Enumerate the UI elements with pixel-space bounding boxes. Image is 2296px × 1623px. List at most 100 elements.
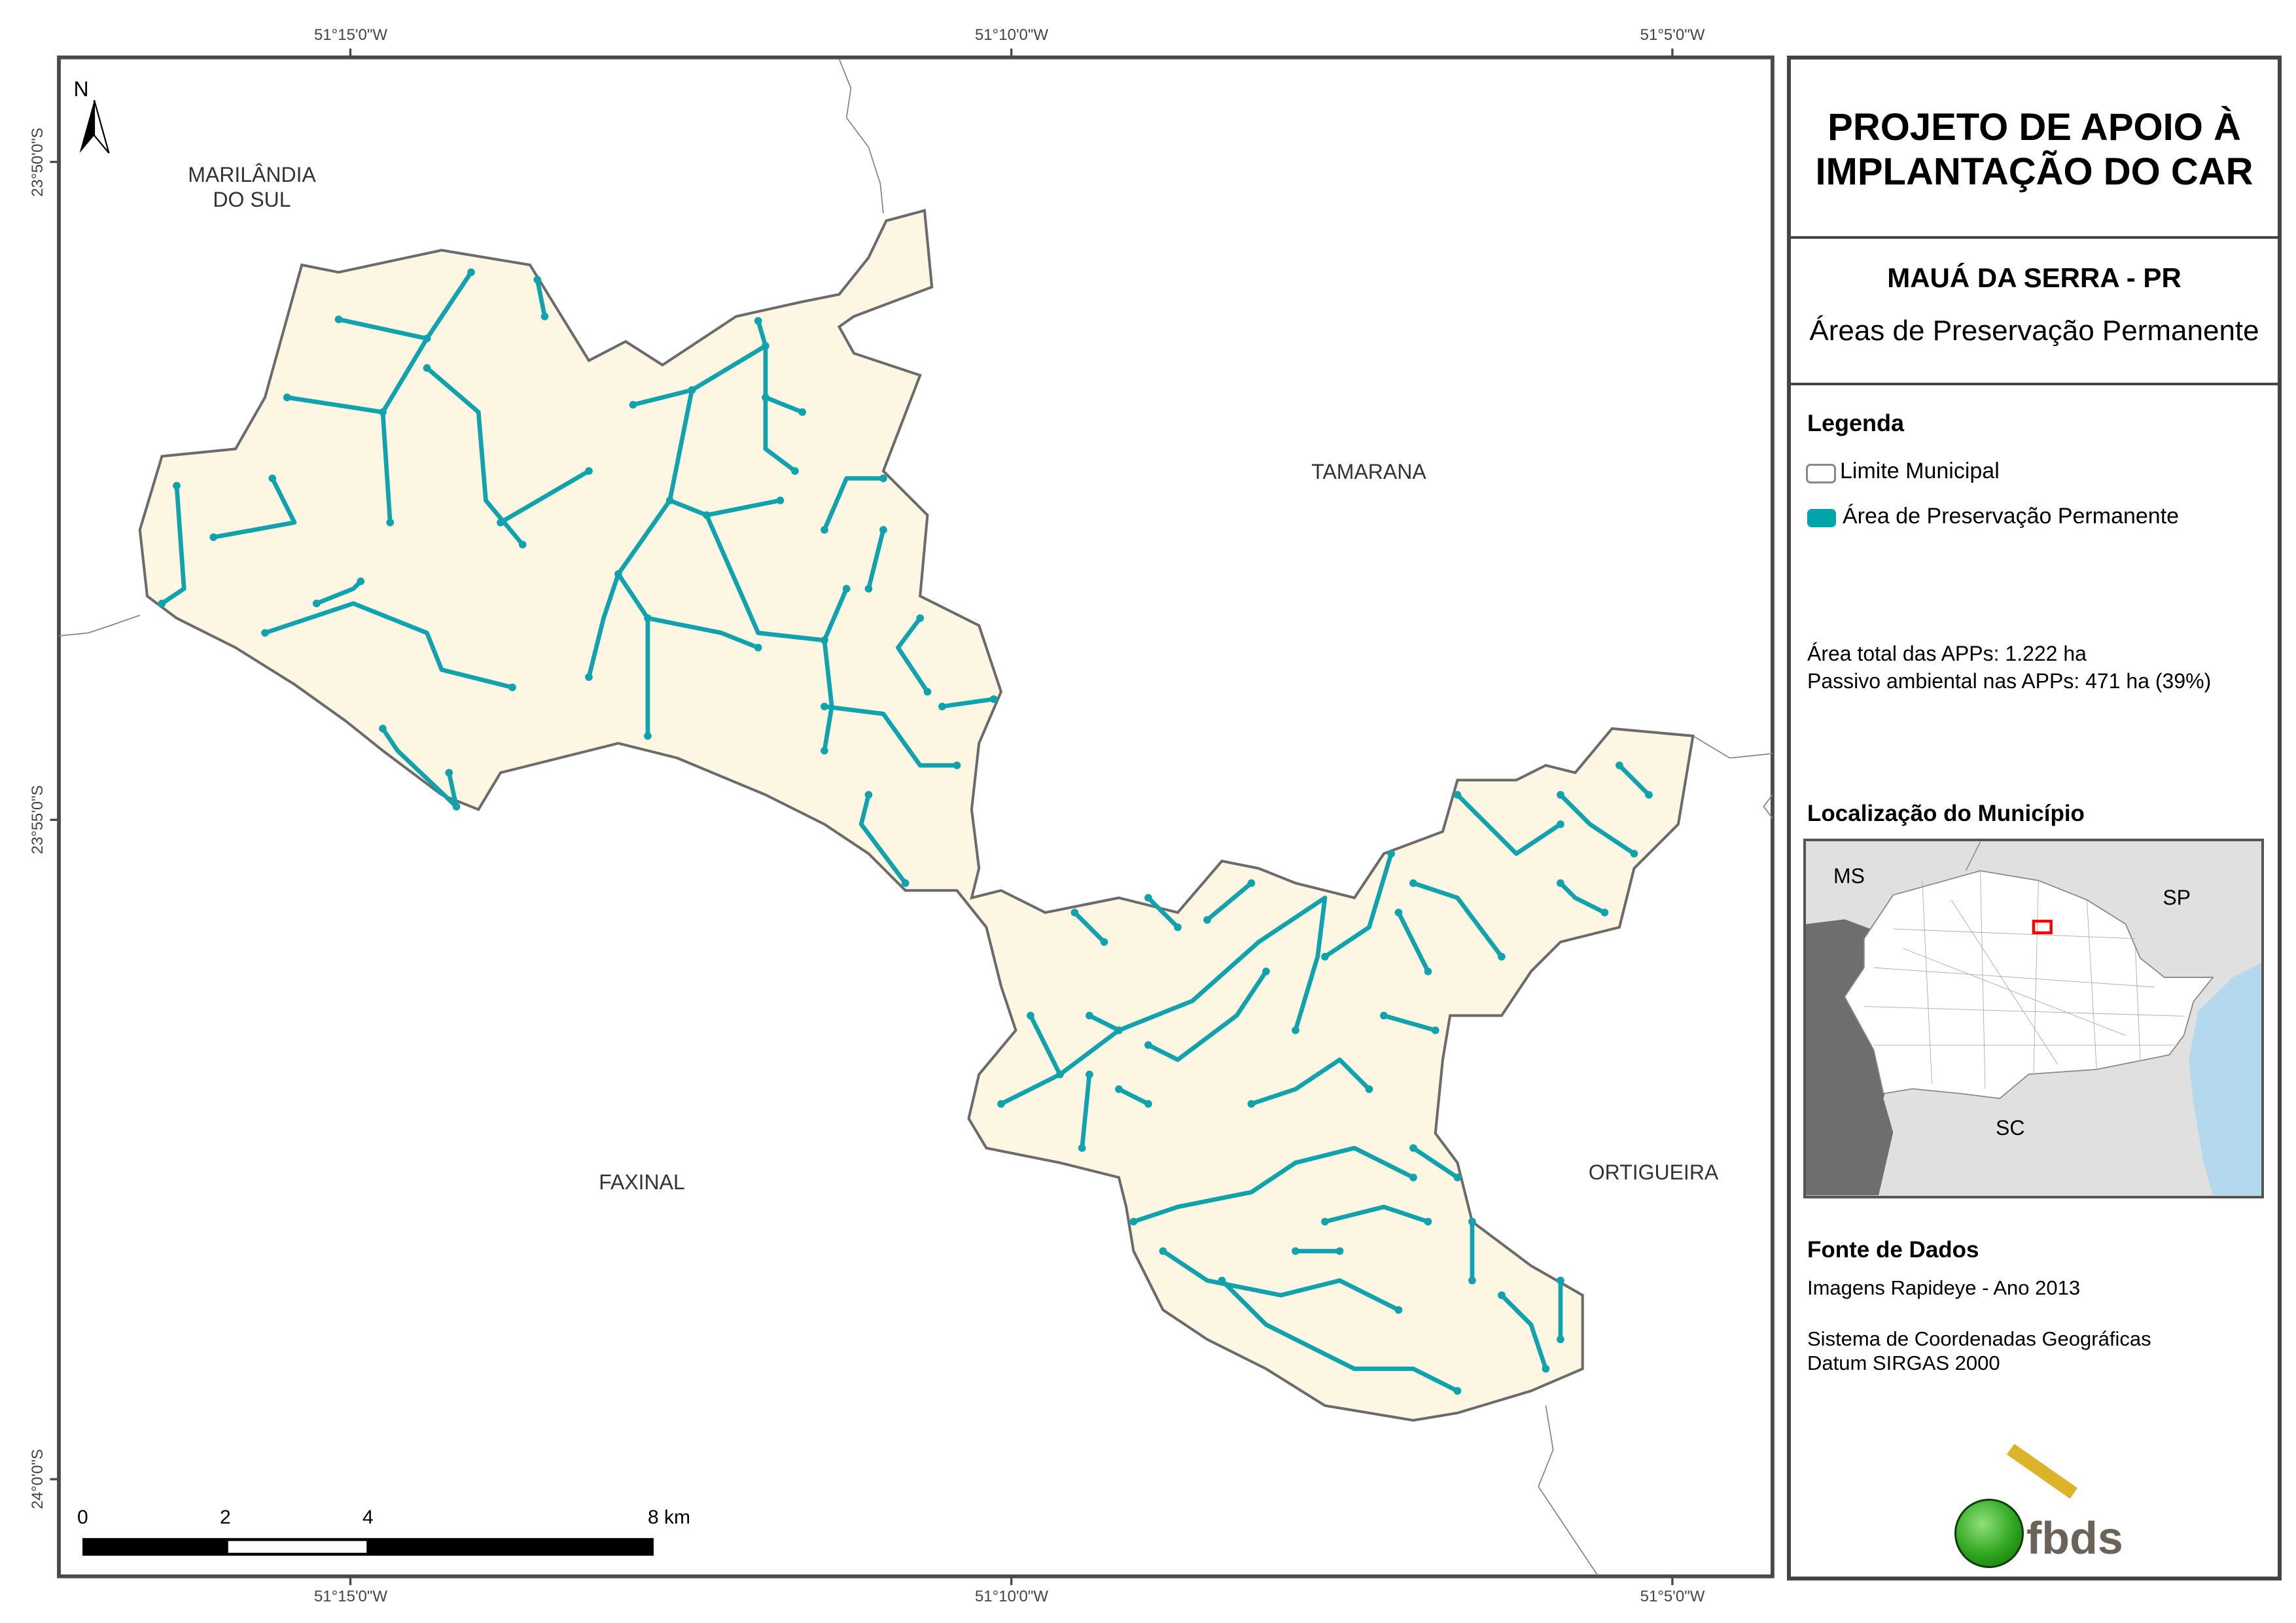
stream-endpoint (585, 467, 593, 475)
stream-endpoint (312, 599, 321, 608)
place-label-tamarana: TAMARANA (1311, 460, 1426, 483)
app-stream (1220, 1278, 1460, 1393)
stream-endpoint (916, 614, 925, 622)
app-stream (858, 792, 908, 886)
source-line: Imagens Rapideye - Ano 2013 (1807, 1276, 2081, 1299)
stream-endpoint (1424, 968, 1432, 975)
stream-endpoint (1453, 791, 1462, 799)
inset-municipal-lines (1863, 871, 2184, 1089)
stream-endpoint (1498, 952, 1506, 961)
stream-endpoint (1086, 1070, 1093, 1079)
logo-circle-icon (1954, 1499, 2024, 1568)
stream-endpoint (1542, 1365, 1550, 1373)
legend-swatch-boundary (1806, 464, 1836, 483)
scale-label: 0 (77, 1507, 88, 1528)
info-panel: PROJETO DE APOIO À IMPLANTAÇÃO DO CAR MA… (1787, 56, 2282, 1580)
stream-endpoint (1115, 1085, 1123, 1093)
stream-endpoint (1144, 1041, 1152, 1049)
app-stream (1116, 1087, 1151, 1106)
stream-endpoint (1409, 879, 1417, 887)
stream-endpoint (754, 644, 762, 652)
north-label: N (73, 77, 89, 101)
stream-endpoint (386, 518, 395, 527)
app-stream (1146, 896, 1180, 930)
app-stream (896, 616, 930, 694)
app-stream (631, 387, 694, 408)
app-stream (1617, 763, 1651, 797)
graticule-label-left: 23°50'0"S (29, 128, 46, 197)
place-label-line: MARILÂNDIA (188, 163, 316, 186)
stream-endpoint (1498, 1291, 1506, 1299)
stream-endpoint (1078, 1144, 1086, 1152)
app-stream (1080, 1072, 1092, 1151)
app-stream (1322, 1204, 1430, 1224)
place-label-faxinal: FAXINAL (599, 1170, 685, 1194)
stream-endpoint (1387, 850, 1396, 858)
stream-endpoint (665, 497, 674, 504)
app-stream (1249, 1057, 1371, 1106)
legend-item-label: Limite Municipal (1840, 459, 2000, 483)
app-stream (704, 498, 783, 517)
stream-endpoint (379, 724, 387, 733)
stream-endpoint (938, 703, 946, 710)
stream-endpoint (1431, 1026, 1439, 1034)
map-subtitle: Áreas de Preservação Permanente (1809, 315, 2259, 347)
project-title: PROJETO DE APOIO À IMPLANTAÇÃO DO CAR (1791, 105, 2278, 194)
stream-endpoint (762, 393, 769, 402)
app-stream (822, 704, 959, 768)
inset-svg (1806, 841, 2261, 1196)
app-stream (262, 601, 515, 690)
stream-endpoint (173, 481, 181, 490)
graticule-label-left: 23°55'0"S (29, 785, 46, 854)
stream-endpoint (1086, 1011, 1093, 1020)
stream-endpoint (283, 393, 291, 402)
title-line: PROJETO DE APOIO À (1828, 106, 2241, 148)
legend-swatch-app (1807, 509, 1836, 527)
app-stream (1131, 1145, 1416, 1224)
stream-endpoint (508, 683, 516, 691)
stream-endpoint (467, 268, 475, 277)
app-stream (667, 498, 834, 753)
stream-endpoint (776, 497, 785, 504)
app-stream (1396, 910, 1430, 974)
stream-endpoint (1409, 1144, 1417, 1152)
stream-endpoint (1027, 1011, 1034, 1020)
stream-endpoint (798, 408, 807, 416)
stream-endpoint (379, 408, 387, 416)
stream-endpoint (1100, 938, 1108, 946)
stream-endpoint (879, 526, 887, 534)
app-stream (1322, 851, 1394, 959)
place-label-ortigueira: ORTIGUEIRA (1588, 1161, 1719, 1184)
stream-endpoint (1247, 879, 1256, 887)
graticule-ticks (50, 48, 1674, 1586)
app-stream (1558, 881, 1607, 915)
graticule-label-bottom: 51°5'0"W (1640, 1588, 1705, 1605)
map-frame (57, 55, 1775, 1579)
stream-endpoint (1292, 1026, 1299, 1034)
stream-endpoint (1144, 1100, 1152, 1108)
stat-total-app: Área total das APPs: 1.222 ha (1807, 642, 2087, 665)
stream-endpoint (688, 386, 696, 394)
app-stream (1558, 792, 1636, 856)
stream-endpoint (923, 688, 932, 696)
app-stream (498, 468, 592, 525)
scale-bar (82, 1538, 654, 1556)
stream-endpoint (1630, 850, 1638, 858)
graticule-label-top: 51°10'0"W (974, 26, 1049, 44)
app-stream (1146, 969, 1269, 1062)
stream-endpoint (1557, 791, 1564, 799)
stream-endpoint (445, 769, 453, 777)
stream-endpoint (644, 614, 652, 622)
app-stream (1028, 1013, 1063, 1077)
stream-endpoint (644, 732, 652, 740)
inset-ocean (2188, 962, 2261, 1196)
app-stream (998, 896, 1328, 1106)
stream-endpoint (518, 540, 527, 549)
stream-endpoint (1645, 791, 1653, 799)
stream-endpoint (1292, 1247, 1299, 1255)
stream-endpoint (268, 474, 277, 483)
scale-label: 2 (220, 1507, 231, 1528)
divider (1791, 383, 2278, 385)
stream-endpoint (901, 879, 910, 887)
